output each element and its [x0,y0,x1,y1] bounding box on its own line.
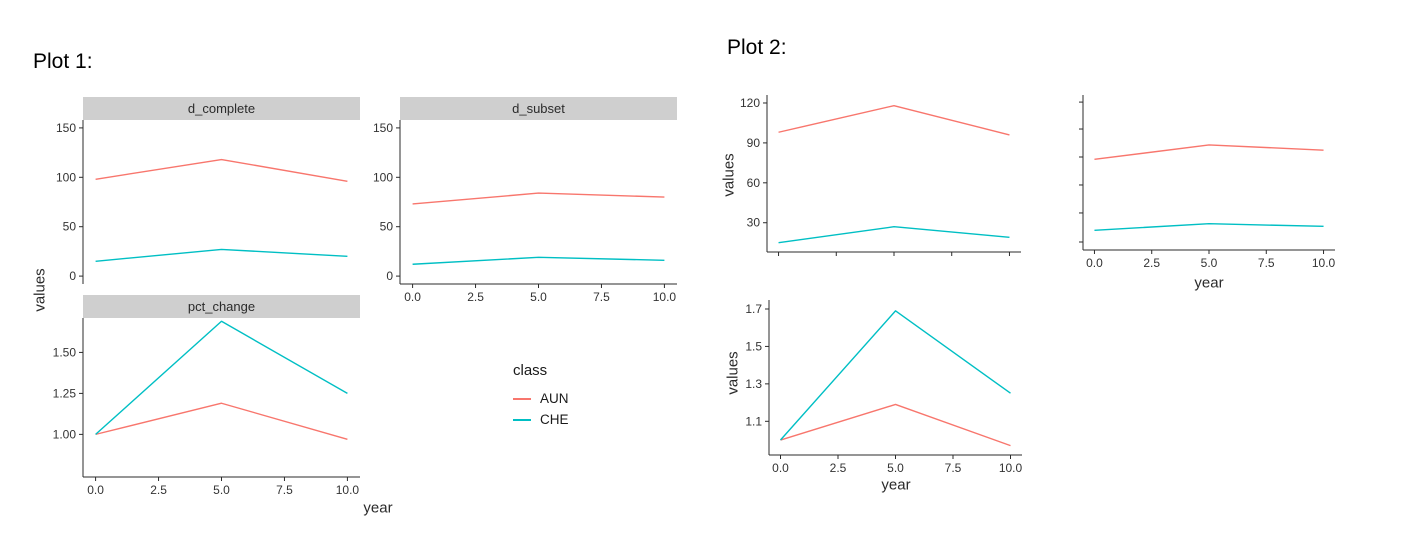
legend-label-che: CHE [540,412,569,427]
legend-item-che: CHE [513,409,569,430]
panel-plot2-top-right: 0.0 2.5 5.0 7.5 10.0 [1038,87,1353,285]
svg-text:7.5: 7.5 [945,461,962,475]
svg-text:7.5: 7.5 [276,483,293,497]
legend-item-aun: AUN [513,388,569,409]
svg-text:5.0: 5.0 [887,461,904,475]
panel-plot2-bottom: 1.1 1.3 1.5 1.7 0.0 2.5 5.0 7.5 10.0 [724,292,1040,490]
legend-title: class [513,362,548,379]
svg-text:50: 50 [380,220,394,234]
svg-text:1.5: 1.5 [745,339,762,353]
svg-text:1.25: 1.25 [53,386,77,400]
svg-text:5.0: 5.0 [530,290,547,304]
panel-plot1-pct-change: 1.00 1.25 1.50 0.0 2.5 5.0 7.5 10.0 [38,310,378,512]
legend: class AUN CHE [513,362,569,430]
svg-text:0.0: 0.0 [87,483,104,497]
svg-text:100: 100 [56,170,76,184]
svg-text:1.00: 1.00 [53,427,77,441]
svg-text:10.0: 10.0 [653,290,677,304]
plot2-bottom-y-axis-title: values [724,351,742,395]
svg-text:10.0: 10.0 [336,483,360,497]
legend-label-aun: AUN [540,391,569,406]
svg-text:2.5: 2.5 [830,461,847,475]
svg-text:90: 90 [747,136,761,150]
plot2-topright-x-axis-title: year [1194,274,1224,292]
plot2-title: Plot 2: [727,36,787,59]
svg-text:150: 150 [373,121,393,135]
facet-strip-d-complete: d_complete [83,97,360,120]
svg-text:5.0: 5.0 [213,483,230,497]
svg-text:50: 50 [63,220,77,234]
svg-text:7.5: 7.5 [593,290,610,304]
panel-plot1-d-subset: 0 50 100 150 0.0 2.5 5.0 7.5 10.0 [355,112,695,319]
svg-text:7.5: 7.5 [1258,256,1275,270]
svg-text:150: 150 [56,121,76,135]
panel-plot1-d-complete: 0 50 100 150 [38,112,378,319]
panel-plot2-top-left: 30 60 90 120 [722,87,1039,287]
facet-strip-pct-change: pct_change [83,295,360,318]
svg-text:2.5: 2.5 [1143,256,1160,270]
legend-key-line-che [513,418,531,421]
svg-text:0.0: 0.0 [1086,256,1103,270]
svg-text:1.1: 1.1 [745,414,762,428]
svg-text:2.5: 2.5 [150,483,167,497]
plot1-title: Plot 1: [33,50,93,73]
svg-text:100: 100 [373,170,393,184]
svg-text:120: 120 [740,96,760,110]
svg-text:0: 0 [69,269,76,283]
svg-text:10.0: 10.0 [1312,256,1336,270]
svg-text:0.0: 0.0 [772,461,789,475]
svg-text:0.0: 0.0 [404,290,421,304]
facet-strip-d-subset: d_subset [400,97,677,120]
plot2-topleft-y-axis-title: values [720,153,738,197]
svg-text:1.7: 1.7 [745,302,762,316]
svg-text:30: 30 [747,216,761,230]
svg-text:5.0: 5.0 [1201,256,1218,270]
legend-key-line-aun [513,397,531,400]
svg-text:60: 60 [747,176,761,190]
plot2-bottom-x-axis-title: year [881,476,911,494]
svg-text:2.5: 2.5 [467,290,484,304]
plot1-y-axis-title: values [31,268,49,312]
svg-text:1.50: 1.50 [53,345,77,359]
svg-text:10.0: 10.0 [999,461,1023,475]
svg-text:1.3: 1.3 [745,377,762,391]
svg-text:0: 0 [386,269,393,283]
plot1-x-axis-title: year [363,499,393,517]
